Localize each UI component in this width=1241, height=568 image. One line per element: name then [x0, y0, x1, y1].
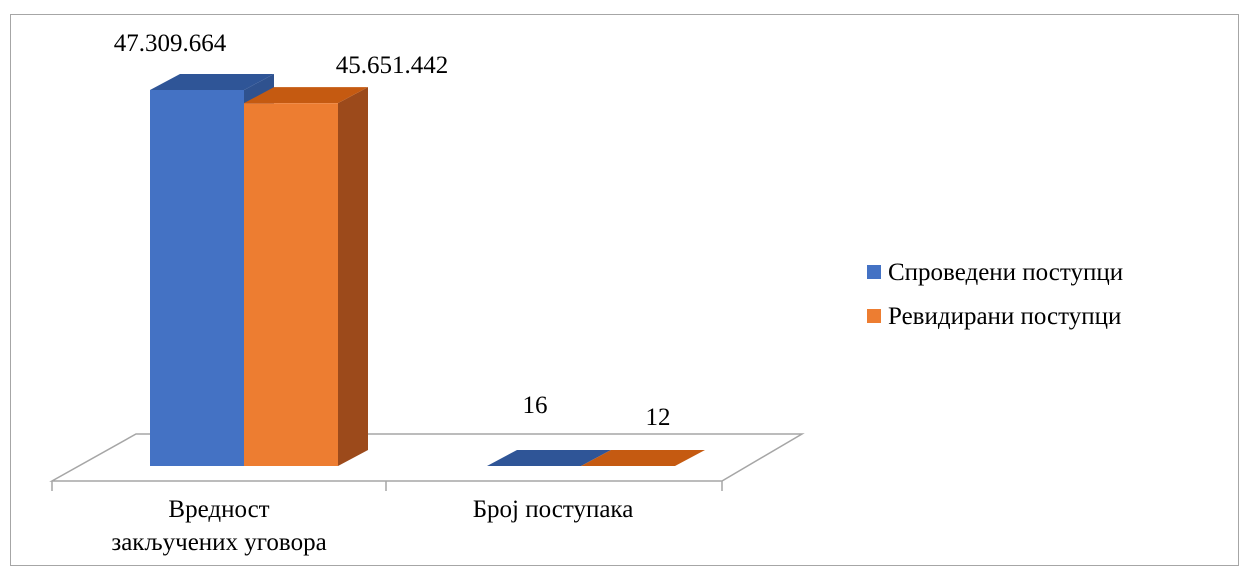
legend-entry-1: Спроведени поступци [867, 259, 1123, 286]
chart-frame [10, 14, 1239, 566]
bar-2-2 [581, 449, 705, 466]
data-labels-group: 47.309.664 45.651.442 16 12 [114, 30, 671, 431]
legend-label: Спроведени поступци [888, 259, 1123, 286]
data-label-1-1: 47.309.664 [114, 30, 227, 57]
category-label-1-line-1: Вредност [168, 496, 269, 523]
category-labels-group: Вредност закључених уговора Број поступака [111, 496, 633, 556]
bar-front [244, 103, 338, 466]
data-label-2-1: 45.651.442 [336, 52, 449, 79]
bar-side [338, 87, 368, 466]
legend-entry-2: Ревидирани поступци [867, 303, 1121, 330]
legend-swatch [867, 309, 881, 323]
category-label-1-line-2: закључених уговора [111, 529, 326, 556]
data-label-1-2: 16 [523, 392, 548, 419]
bar-side [675, 449, 705, 466]
legend-label: Ревидирани поступци [888, 303, 1121, 330]
legend-swatch [867, 265, 881, 279]
bar-2-1 [244, 87, 368, 466]
category-label-2-line-1: Број поступака [473, 496, 634, 523]
bar-top [150, 74, 274, 90]
bar-top [244, 87, 368, 104]
bar-top [487, 449, 611, 466]
data-label-2-2: 12 [646, 404, 671, 431]
bars-group [150, 74, 705, 466]
bar-top [581, 449, 705, 466]
bar-front [150, 90, 244, 466]
legend: Спроведени поступци Ревидирани поступци [867, 259, 1123, 330]
